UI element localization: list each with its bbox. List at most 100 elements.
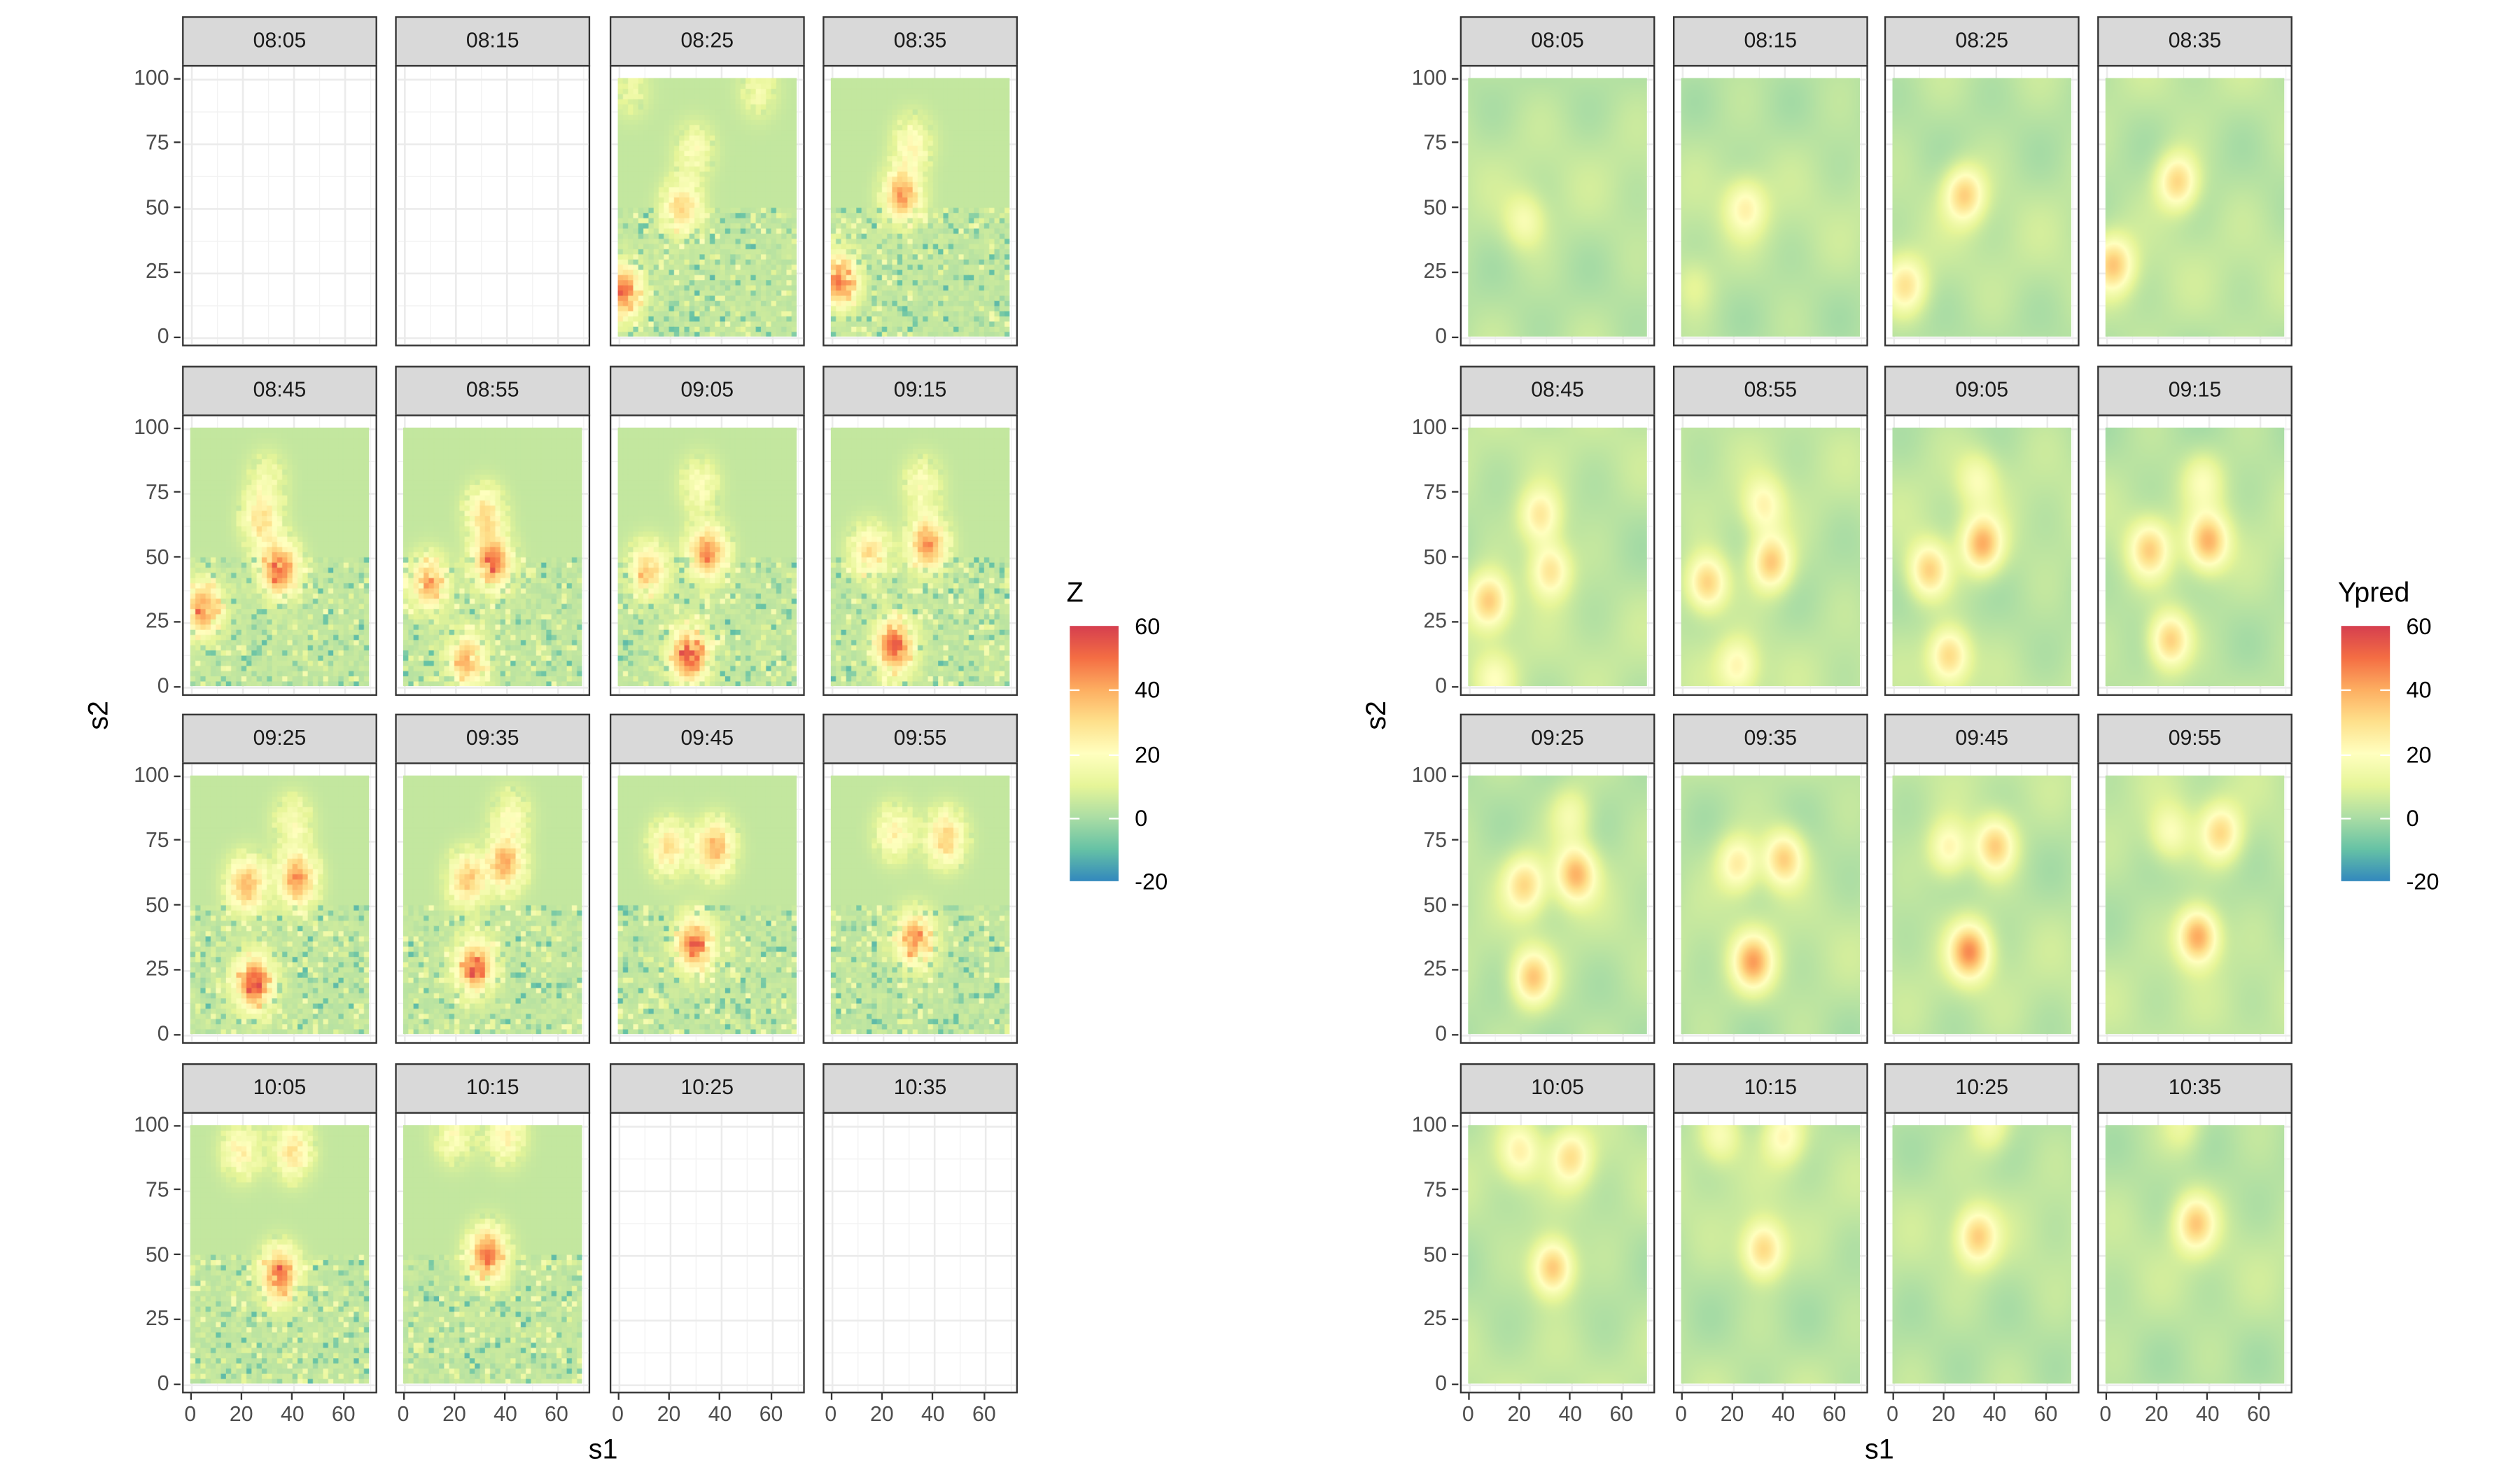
y-tick-mark (1452, 77, 1459, 79)
heatmap-raster (2105, 1125, 2285, 1384)
x-tick-label: 20 (657, 1401, 681, 1426)
x-tick-mark (189, 1393, 191, 1400)
legend-tick-mark (1070, 817, 1080, 820)
y-tick-mark (1452, 839, 1459, 841)
facet-panel (395, 1112, 591, 1394)
legend-tick-label: -20 (1135, 868, 1168, 895)
x-tick-mark (1620, 1393, 1623, 1400)
x-tick-label: 40 (1771, 1401, 1795, 1426)
legend-tick-label: 40 (1135, 676, 1161, 703)
legend-tick-label: 60 (2406, 612, 2432, 639)
facet-strip-label: 09:25 (1460, 713, 1656, 764)
y-tick-mark (1452, 1033, 1459, 1035)
x-tick-label: 40 (280, 1401, 304, 1426)
heatmap-raster (403, 1125, 582, 1384)
x-tick-label: 0 (397, 1401, 410, 1426)
y-tick-label: 100 (134, 414, 169, 440)
facet-strip-label: 09:55 (2097, 713, 2292, 764)
legend-tick-label: 0 (2406, 804, 2419, 831)
legend-tick-mark (2380, 690, 2390, 692)
legend-tick-mark (1070, 690, 1080, 692)
x-tick-mark (2045, 1393, 2047, 1400)
panel-grid (183, 66, 376, 345)
legend-tick-label: 20 (2406, 740, 2432, 767)
y-tick-mark (174, 1124, 181, 1126)
heatmap-raster (1468, 78, 1647, 337)
facet-strip-label: 09:55 (822, 713, 1018, 764)
facet-strip-label: 09:15 (2097, 365, 2292, 416)
x-tick-mark (1942, 1393, 1945, 1400)
heatmap-raster (1468, 427, 1647, 687)
y-tick-mark (174, 839, 181, 841)
y-tick-label: 25 (145, 608, 169, 634)
y-tick-mark (174, 968, 181, 971)
y-tick-label: 50 (145, 194, 169, 219)
facet-strip-label: 08:55 (395, 365, 591, 416)
facet-panel (822, 1112, 1018, 1394)
y-tick-label: 75 (1423, 479, 1448, 504)
x-tick-mark (1680, 1393, 1682, 1400)
legend-title: Z (1066, 577, 1084, 608)
heatmap-raster (1468, 1125, 1647, 1384)
x-tick-label: 20 (1931, 1401, 1956, 1426)
x-tick-label: 20 (442, 1401, 466, 1426)
facet-panel (609, 64, 805, 346)
y-tick-label: 25 (1423, 608, 1448, 634)
x-tick-mark (2104, 1393, 2106, 1400)
x-tick-label: 60 (2246, 1401, 2271, 1426)
facet-strip-label: 10:05 (1460, 1063, 1656, 1114)
heatmap-raster (403, 775, 582, 1035)
x-tick-mark (1833, 1393, 1835, 1400)
x-tick-mark (770, 1393, 772, 1400)
legend-tick-mark (1070, 753, 1080, 755)
x-tick-label: 40 (921, 1401, 945, 1426)
legend-tick-label: 40 (2406, 676, 2432, 703)
facet-panel (609, 1112, 805, 1394)
facet-strip-label: 10:25 (609, 1063, 805, 1114)
y-tick-mark (1452, 620, 1459, 622)
facet-panel (1460, 762, 1656, 1044)
facet-strip-label: 08:05 (1460, 16, 1656, 67)
facet-panel (822, 762, 1018, 1044)
facet-strip-label: 08:05 (182, 16, 377, 67)
legend-tick-mark (2380, 753, 2390, 755)
y-tick-mark (174, 335, 181, 337)
y-tick-mark (1452, 1189, 1459, 1191)
x-tick-label: 60 (1822, 1401, 1847, 1426)
facet-panel (2097, 64, 2292, 346)
facet-panel (1884, 1112, 2080, 1394)
y-tick-label: 25 (145, 956, 169, 981)
heatmap-raster (190, 427, 370, 687)
legend-tick-mark (2380, 817, 2390, 820)
facet-panel (2097, 762, 2292, 1044)
panel-grid (611, 1113, 804, 1392)
x-tick-label: 40 (1982, 1401, 2007, 1426)
x-tick-label: 0 (1675, 1401, 1687, 1426)
x-tick-label: 60 (331, 1401, 356, 1426)
facet-strip-label: 08:15 (1672, 16, 1868, 67)
x-tick-label: 60 (1609, 1401, 1634, 1426)
x-tick-mark (617, 1393, 619, 1400)
facet-strip-label: 09:45 (609, 713, 805, 764)
facet-panel (395, 762, 591, 1044)
heatmap-raster (2105, 775, 2285, 1035)
facet-panel (182, 414, 377, 696)
y-tick-mark (1452, 685, 1459, 687)
y-tick-label: 100 (1411, 414, 1448, 440)
facet-panel (1884, 414, 2080, 696)
x-tick-label: 60 (2033, 1401, 2058, 1426)
facet-strip-label: 09:35 (1672, 713, 1868, 764)
heatmap-raster (1892, 427, 2071, 687)
facet-strip-label: 10:15 (1672, 1063, 1868, 1114)
x-tick-mark (2155, 1393, 2157, 1400)
y-tick-label: 0 (157, 1370, 169, 1395)
y-tick-label: 0 (157, 673, 169, 698)
x-tick-label: 0 (1886, 1401, 1898, 1426)
x-tick-label: 0 (1462, 1401, 1474, 1426)
facet-panel (182, 1112, 377, 1394)
x-tick-mark (453, 1393, 456, 1400)
y-tick-label: 0 (1435, 323, 1448, 349)
facet-strip-label: 09:05 (609, 365, 805, 416)
y-tick-label: 50 (145, 543, 169, 568)
